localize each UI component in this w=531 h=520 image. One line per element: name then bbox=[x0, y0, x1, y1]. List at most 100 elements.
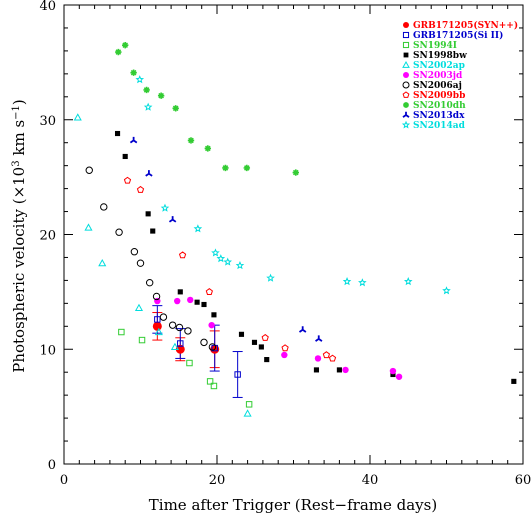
point-sn2014ad bbox=[143, 102, 153, 111]
point-grb171205-si-ii bbox=[211, 344, 218, 352]
point-sn2006aj bbox=[168, 321, 177, 329]
point-sn1998bw bbox=[258, 344, 264, 350]
point-sn2006aj bbox=[159, 313, 168, 321]
point-sn2003jd bbox=[208, 321, 215, 329]
legend-marker-sn2009bb bbox=[402, 91, 410, 98]
y-tick-label: 40 bbox=[39, 0, 56, 14]
point-sn2003jd bbox=[314, 355, 322, 362]
point-sn1998bw bbox=[211, 312, 217, 318]
data-points bbox=[73, 41, 517, 417]
legend-label-sn2009bb: SN2009bb bbox=[413, 91, 465, 101]
point-sn2014ad bbox=[135, 75, 145, 84]
point-sn2006aj bbox=[208, 343, 217, 351]
point-sn2009bb bbox=[205, 288, 213, 295]
y-tick-label: 0 bbox=[48, 458, 56, 473]
point-sn2013dx bbox=[145, 170, 153, 177]
point-sn2009bb bbox=[322, 351, 331, 359]
point-sn2013dx bbox=[168, 216, 177, 223]
y-axis-title: Photospheric velocity (×103 km s−1) bbox=[10, 99, 28, 373]
point-sn2010dh bbox=[292, 169, 299, 176]
point-grb171205-si-ii bbox=[234, 371, 241, 378]
point-sn2013dx bbox=[298, 326, 307, 333]
point-sn2009bb bbox=[123, 176, 132, 184]
legend-marker-sn2003jd bbox=[403, 72, 409, 78]
legend-marker-sn2010dh bbox=[403, 102, 409, 108]
point-sn2009bb bbox=[281, 344, 289, 352]
legend-label-sn2014ad: SN2014ad bbox=[413, 121, 466, 131]
point-sn2006aj bbox=[115, 228, 123, 236]
point-sn2009bb bbox=[178, 251, 187, 259]
point-sn2006aj bbox=[85, 166, 93, 174]
error-bars bbox=[152, 305, 243, 398]
point-sn2006aj bbox=[100, 203, 108, 211]
point-sn1994i bbox=[186, 359, 193, 367]
point-sn2006aj bbox=[200, 338, 208, 347]
point-sn2009bb bbox=[328, 354, 337, 362]
point-sn2010dh bbox=[187, 137, 195, 144]
point-sn2010dh bbox=[172, 105, 179, 112]
point-sn2010dh bbox=[115, 48, 122, 56]
point-sn2002ap bbox=[98, 258, 107, 267]
legend-label-sn2006aj: SN2006aj bbox=[413, 81, 462, 91]
point-sn2006aj bbox=[152, 292, 161, 301]
y-axis-title-sup: 3 bbox=[11, 160, 22, 166]
point-sn2009bb bbox=[261, 333, 269, 341]
legend-label-grb171205-syn: GRB171205(SYN++) bbox=[413, 20, 518, 31]
point-sn1998bw bbox=[390, 371, 396, 378]
point-sn2014ad bbox=[403, 277, 413, 286]
legend-marker-sn2014ad bbox=[401, 120, 411, 129]
legend-marker-sn1994i bbox=[402, 41, 410, 49]
point-sn2003jd bbox=[174, 297, 181, 305]
point-sn2002ap bbox=[243, 409, 252, 417]
x-tick-label: 60 bbox=[515, 473, 531, 488]
point-sn2014ad bbox=[193, 224, 203, 233]
y-tick-label: 20 bbox=[39, 229, 56, 244]
legend-label-sn2002ap: SN2002ap bbox=[413, 61, 465, 71]
point-sn1998bw bbox=[511, 378, 517, 384]
point-sn2014ad bbox=[442, 286, 451, 295]
point-sn1998bw bbox=[251, 339, 258, 345]
point-sn1994i bbox=[138, 336, 146, 344]
x-tick-label: 20 bbox=[209, 473, 226, 488]
point-sn2002ap bbox=[154, 327, 163, 336]
legend-marker-grb171205-si-ii bbox=[402, 31, 410, 39]
point-sn2002ap bbox=[73, 113, 82, 121]
point-sn2003jd bbox=[281, 351, 288, 359]
point-sn1998bw bbox=[313, 367, 320, 373]
legend-label-sn2003jd: SN2003jd bbox=[413, 71, 463, 81]
y-tick-label: 30 bbox=[39, 114, 56, 129]
legend-label-sn1994i: SN1994I bbox=[413, 41, 457, 51]
point-sn2010dh bbox=[204, 145, 212, 152]
point-sn1994i bbox=[245, 401, 253, 408]
point-sn2003jd bbox=[395, 373, 403, 380]
point-grb171205-si-ii bbox=[177, 340, 184, 347]
y-axis-title-sup2: −1 bbox=[11, 105, 22, 120]
legend-marker-sn2002ap bbox=[402, 60, 410, 68]
point-sn1994i bbox=[210, 382, 218, 390]
point-sn2014ad bbox=[342, 277, 352, 286]
x-tick-label: 40 bbox=[362, 473, 379, 488]
tick-labels: 0 20 40 60 0 10 20 30 40 bbox=[39, 0, 531, 488]
point-sn1998bw bbox=[145, 211, 151, 217]
point-sn2006aj bbox=[130, 248, 139, 256]
point-sn1998bw bbox=[194, 299, 200, 305]
y-axis-title-tail: km s bbox=[10, 120, 28, 161]
point-sn2010dh bbox=[157, 92, 165, 99]
point-sn2009bb bbox=[136, 185, 145, 193]
point-sn2010dh bbox=[143, 86, 150, 94]
legend-marker-sn2013dx bbox=[402, 111, 410, 118]
point-sn1998bw bbox=[336, 367, 342, 373]
point-sn2006aj bbox=[145, 278, 154, 287]
legend-marker-sn1998bw bbox=[403, 52, 409, 58]
tick-marks bbox=[63, 4, 524, 465]
y-tick-label: 10 bbox=[39, 343, 56, 358]
y-axis-title-main: Photospheric velocity (×10 bbox=[10, 167, 28, 373]
y-axis-title-end: ) bbox=[10, 99, 28, 105]
point-sn2002ap bbox=[170, 342, 179, 351]
legend-marker-grb171205-syn bbox=[403, 22, 409, 28]
x-axis-title: Time after Trigger (Rest−frame days) bbox=[149, 496, 437, 514]
point-sn2006aj bbox=[136, 259, 145, 267]
point-sn2003jd bbox=[342, 366, 349, 374]
point-sn2010dh bbox=[130, 69, 137, 76]
